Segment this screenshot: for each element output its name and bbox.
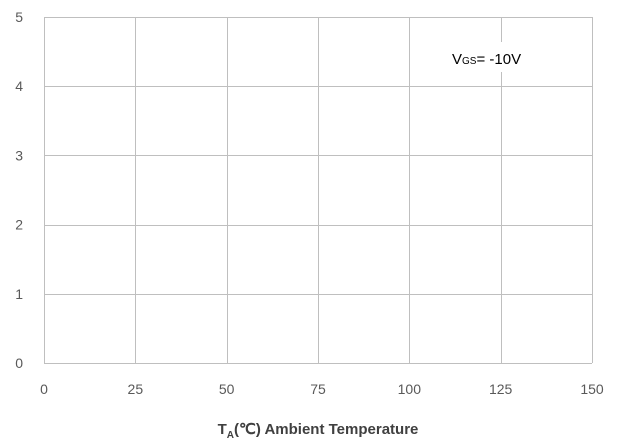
x-tick-label: 75 bbox=[310, 381, 326, 397]
annotation-label: VGS= -10V bbox=[452, 51, 521, 68]
x-axis-label-main: T bbox=[218, 421, 227, 438]
x-tick-label: 50 bbox=[219, 381, 235, 397]
annotation-subscript: GS bbox=[462, 56, 477, 67]
y-tick-label: 0 bbox=[15, 355, 23, 371]
x-tick-label: 150 bbox=[580, 381, 604, 397]
x-axis-label: TA(℃) Ambient Temperature bbox=[218, 421, 419, 441]
gridlines bbox=[44, 17, 593, 364]
annotation-main: V bbox=[452, 51, 462, 68]
y-tick-label: 4 bbox=[15, 78, 23, 94]
x-axis-ticks: 0 25 50 75 100 125 150 bbox=[40, 381, 604, 397]
y-tick-label: 2 bbox=[15, 217, 23, 233]
x-tick-label: 100 bbox=[398, 381, 422, 397]
y-tick-label: 1 bbox=[15, 286, 23, 302]
y-axis-ticks: 0 1 2 3 4 5 bbox=[15, 9, 23, 371]
x-axis-label-rest: (℃) Ambient Temperature bbox=[234, 421, 418, 438]
x-axis-label-subscript: A bbox=[227, 430, 234, 441]
y-tick-label: 3 bbox=[15, 147, 23, 163]
annotation-background bbox=[444, 42, 572, 72]
x-tick-label: 125 bbox=[489, 381, 513, 397]
x-tick-label: 0 bbox=[40, 381, 48, 397]
y-tick-label: 5 bbox=[15, 9, 23, 25]
annotation-rest: = -10V bbox=[476, 51, 521, 68]
x-tick-label: 25 bbox=[128, 381, 144, 397]
